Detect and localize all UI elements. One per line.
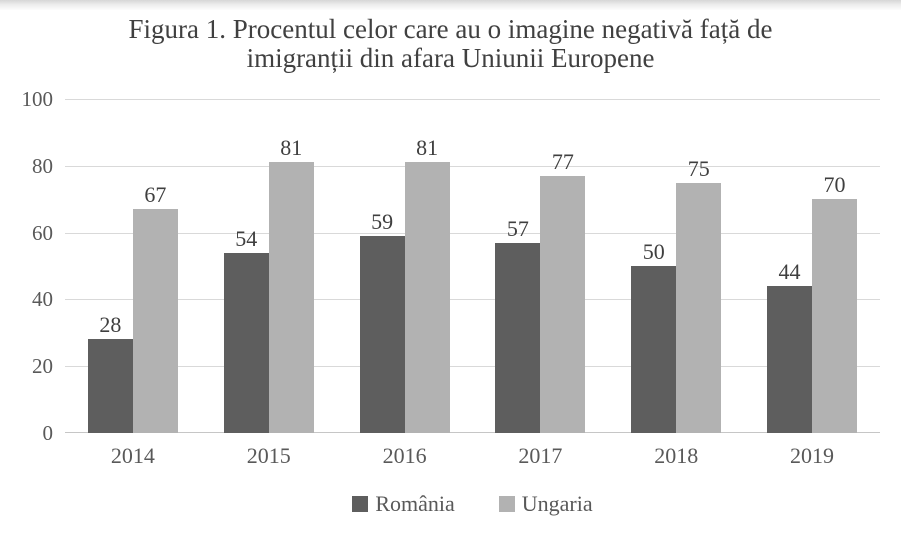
- plot-area: 28 67 54 81 59 81 57 77 50 75 44 70: [65, 99, 880, 433]
- chart-title: Figura 1. Procentul celor care au o imag…: [0, 15, 901, 73]
- gridline: [65, 366, 880, 368]
- x-axis-tick-label: 2014: [110, 443, 155, 468]
- legend-swatch: [498, 496, 515, 512]
- legend-label: Ungaria: [521, 491, 593, 516]
- bar-românia: 28: [87, 312, 133, 433]
- y-axis-tick-label: 60: [32, 220, 53, 245]
- x-axis-tick-label: 2015: [246, 443, 291, 468]
- bar-value-label: 50: [642, 239, 665, 264]
- bar-group-2019: 44 70: [744, 99, 880, 433]
- y-axis-tick-label: 100: [21, 87, 54, 111]
- legend-item-românia: România: [352, 491, 455, 517]
- bar-value-label: 77: [551, 148, 574, 174]
- y-axis-tick-label: 0: [42, 421, 54, 445]
- bar-value-label: 67: [144, 182, 167, 208]
- y-axis-tick-label: 80: [32, 153, 53, 178]
- legend-swatch: [352, 496, 369, 512]
- bar-value-label: 75: [687, 155, 710, 181]
- y-axis-tick-label: 40: [32, 287, 53, 312]
- window-top-border: [0, 0, 901, 10]
- x-axis-tick-label: 2016: [382, 443, 427, 468]
- x-axis-tick-label: 2017: [518, 443, 563, 468]
- bar-group-2016: 59 81: [337, 99, 473, 433]
- bar-ungaria: 81: [404, 135, 450, 433]
- bar-value-label: 44: [778, 259, 801, 285]
- bar-value-label: 81: [280, 135, 303, 161]
- bar-value-label: 28: [99, 312, 122, 338]
- legend-item-ungaria: Ungaria: [498, 491, 593, 517]
- x-axis-tick-label: 2019: [790, 443, 835, 468]
- bar-value-label: 54: [235, 225, 258, 251]
- bar-value-label: 81: [416, 135, 439, 161]
- bar-românia: 59: [359, 209, 405, 433]
- gridline: [65, 232, 880, 234]
- gridline: [65, 99, 880, 100]
- bar-ungaria: 81: [268, 135, 314, 433]
- chart-title-line-2: imigranții din afara Uniunii Europene: [246, 43, 655, 73]
- y-axis-tick-label: 20: [32, 354, 53, 379]
- bar-group-2014: 28 67: [65, 99, 201, 433]
- legend: România Ungaria: [65, 491, 880, 517]
- bar-ungaria: 77: [540, 149, 586, 433]
- bar-group-2018: 50 75: [608, 99, 744, 433]
- bar-value-label: 59: [371, 208, 394, 234]
- chart-area: 0 20 40 60 80 100 28 67 54 81 59 81 57 77 50 75 44 70 20…: [0, 87, 901, 517]
- x-axis: 2014 2015 2016 2017 2018 2019: [65, 443, 880, 469]
- bar-ungaria: 67: [132, 182, 178, 433]
- bar-value-label: 70: [823, 172, 846, 198]
- gridline: [65, 165, 880, 167]
- bar-ungaria: 70: [812, 172, 858, 433]
- y-axis: 0 20 40 60 80 100: [0, 87, 65, 445]
- legend-label: România: [375, 491, 455, 516]
- bar-value-label: 57: [506, 215, 529, 241]
- bar-românia: 50: [631, 239, 677, 433]
- chart-title-line-1: Figura 1. Procentul celor care au o imag…: [128, 14, 773, 44]
- x-axis-tick-label: 2018: [654, 443, 699, 468]
- bar-groups: 28 67 54 81 59 81 57 77 50 75 44 70: [65, 99, 880, 433]
- x-axis-line: [65, 432, 880, 433]
- bar-românia: 44: [767, 259, 813, 433]
- bar-românia: 57: [495, 216, 541, 433]
- gridline: [65, 299, 880, 301]
- bar-românia: 54: [223, 226, 269, 433]
- bar-group-2015: 54 81: [201, 99, 337, 433]
- bar-group-2017: 57 77: [472, 99, 608, 433]
- bar-ungaria: 75: [676, 156, 722, 433]
